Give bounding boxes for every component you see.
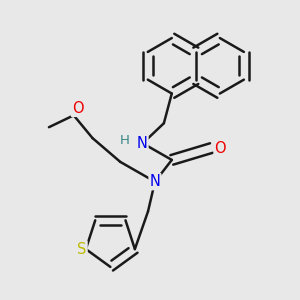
Text: N: N [149, 174, 161, 189]
Text: N: N [136, 136, 148, 151]
Text: S: S [77, 242, 87, 256]
Text: O: O [214, 140, 226, 155]
Text: H: H [119, 134, 129, 147]
Text: O: O [72, 101, 83, 116]
